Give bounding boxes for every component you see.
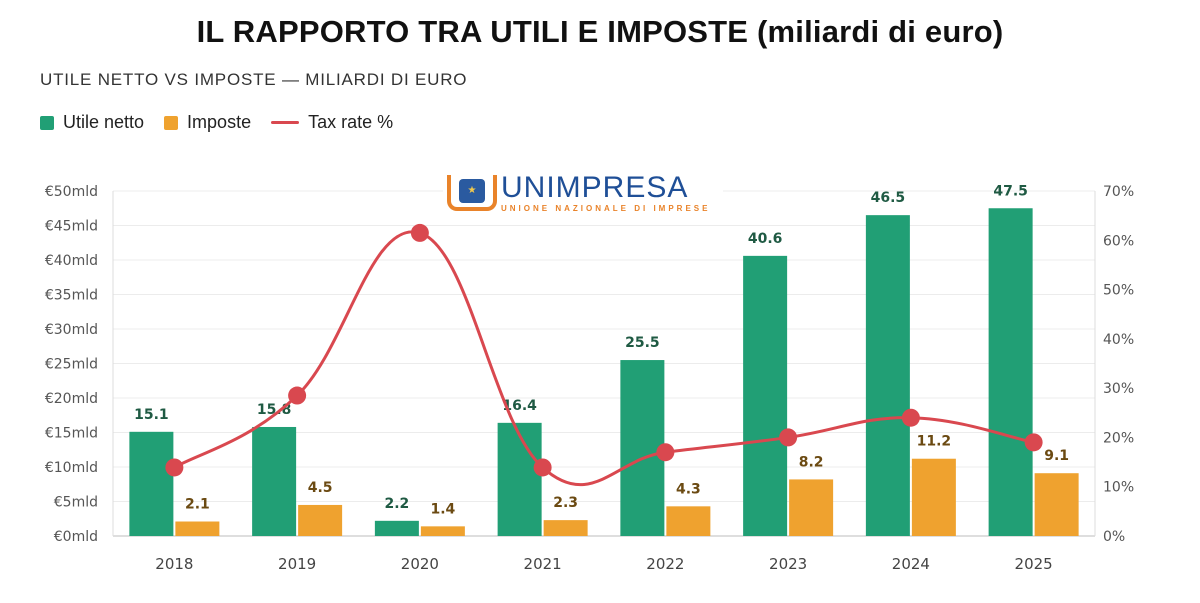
tax-rate-point (288, 386, 307, 405)
data-label-utile: 46.5 (871, 190, 906, 206)
y-left-tick-label: €10mld (45, 460, 98, 476)
data-label-imposte: 4.3 (676, 481, 701, 497)
y-right-tick-label: 70% (1103, 184, 1134, 200)
tax-rate-point (1024, 433, 1043, 452)
tax-rate-point (779, 428, 798, 447)
bar-imposte (789, 479, 834, 536)
legend-label-imposte: Imposte (187, 112, 252, 132)
chart-title: IL RAPPORTO TRA UTILI E IMPOSTE (miliard… (196, 14, 1004, 49)
tax-rate-line (173, 230, 1034, 487)
logo-text: UNIMPRESA UNIONE NAZIONALE DI IMPRESE (501, 171, 711, 214)
y-left-tick-label: €15mld (45, 426, 98, 442)
data-label-imposte: 8.2 (799, 454, 824, 470)
y-right-tick-label: 20% (1103, 430, 1134, 446)
data-label-utile: 40.6 (748, 231, 783, 247)
bar-imposte (298, 504, 343, 536)
y-left-tick-label: €5mld (54, 495, 98, 511)
data-label-imposte: 2.1 (185, 497, 210, 513)
x-tick-label: 2018 (155, 555, 193, 573)
bar-imposte (1034, 473, 1079, 536)
unimpresa-logo: ★ UNIMPRESA UNIONE NAZIONALE DI IMPRESE (443, 172, 723, 214)
data-label-imposte: 9.1 (1044, 448, 1069, 464)
data-label-utile: 15.1 (134, 407, 169, 423)
bar-utile-netto (988, 208, 1033, 536)
logo-name: UNIMPRESA (501, 171, 689, 204)
y-right-tick-label: 40% (1103, 332, 1134, 348)
tax-rate-point (410, 223, 429, 242)
legend-swatch-imposte (164, 115, 179, 130)
x-tick-label: 2025 (1015, 555, 1053, 573)
bar-imposte (911, 458, 956, 536)
tax-rate-point (901, 408, 920, 427)
data-label-utile: 16.4 (502, 398, 537, 414)
y-left-tick-label: €35mld (45, 288, 98, 304)
legend-swatch-tax (271, 121, 300, 124)
bar-utile-netto (497, 422, 542, 536)
bar-imposte (420, 526, 465, 536)
legend: Utile netto Imposte Tax rate % (40, 112, 413, 133)
y-right-tick-label: 50% (1103, 283, 1134, 299)
logo-emblem-icon: ★ (447, 175, 497, 211)
y-left-tick-label: €0mld (54, 529, 98, 545)
legend-label-tax: Tax rate % (308, 112, 394, 132)
bar-utile-netto (620, 360, 665, 536)
eu-stars-icon: ★ (459, 179, 485, 203)
bar-utile-netto (743, 255, 788, 537)
data-label-utile: 47.5 (993, 183, 1028, 199)
y-left-tick-label: €20mld (45, 391, 98, 407)
y-left-tick-label: €40mld (45, 253, 98, 269)
legend-item-tax: Tax rate % (271, 112, 393, 133)
y-left-tick-label: €30mld (45, 322, 98, 338)
bar-utile-netto (252, 426, 297, 536)
logo-tagline: UNIONE NAZIONALE DI IMPRESE (501, 204, 711, 213)
bar-utile-netto (129, 431, 174, 536)
legend-item-utile: Utile netto (40, 112, 144, 133)
legend-item-imposte: Imposte (164, 112, 251, 133)
x-tick-label: 2020 (401, 555, 439, 573)
legend-label-utile: Utile netto (63, 112, 145, 132)
y-left-tick-label: €50mld (45, 184, 98, 200)
bar-utile-netto (865, 215, 910, 536)
x-tick-label: 2024 (892, 555, 930, 573)
data-label-imposte: 2.3 (553, 495, 578, 511)
x-tick-label: 2021 (524, 555, 562, 573)
tax-rate-point (533, 458, 552, 477)
tax-rate-point (656, 443, 675, 462)
data-label-imposte: 11.2 (917, 434, 952, 450)
data-label-utile: 25.5 (625, 335, 660, 351)
y-right-tick-label: 30% (1103, 381, 1134, 397)
y-left-tick-label: €25mld (45, 357, 98, 373)
x-tick-label: 2023 (769, 555, 807, 573)
tax-rate-point (165, 458, 184, 477)
y-left-tick-label: €45mld (45, 219, 98, 235)
data-label-utile: 2.2 (384, 496, 409, 512)
chart-subtitle: UTILE NETTO VS IMPOSTE — MILIARDI DI EUR… (40, 70, 468, 89)
bar-imposte (175, 521, 220, 536)
bar-imposte (543, 520, 588, 536)
bar-utile-netto (374, 520, 419, 536)
data-label-imposte: 4.5 (308, 480, 333, 496)
legend-swatch-utile (40, 115, 54, 130)
x-tick-label: 2019 (278, 555, 316, 573)
data-label-imposte: 1.4 (430, 501, 455, 517)
y-right-tick-label: 60% (1103, 233, 1134, 249)
bar-imposte (666, 506, 711, 536)
y-right-tick-label: 0% (1103, 529, 1125, 545)
y-right-tick-label: 10% (1103, 480, 1134, 496)
x-tick-label: 2022 (646, 555, 684, 573)
data-label-utile: 15.8 (257, 402, 292, 418)
